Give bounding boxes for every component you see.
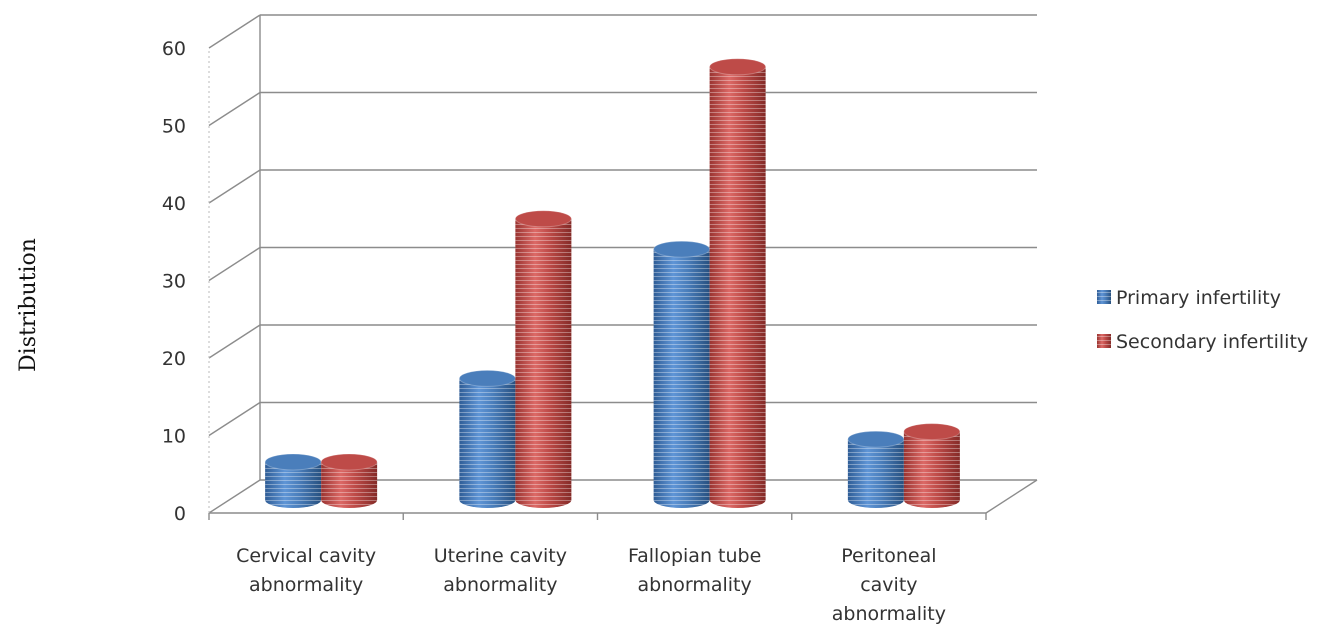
bar-top (709, 58, 767, 76)
bar-top (320, 453, 378, 471)
bar-body-texture (265, 462, 322, 508)
y-tick-label: 50 (162, 116, 186, 138)
bar-body-texture (709, 66, 766, 509)
bar-top (847, 430, 905, 448)
bar-primary-infertility (847, 430, 905, 508)
legend: Primary infertility Secondary infertility (1097, 287, 1308, 353)
x-tick-label: Peritoneal (841, 545, 936, 567)
gridline-side (208, 401, 261, 437)
x-tick-label: abnormality (637, 574, 751, 596)
gridline-side (208, 14, 261, 49)
axes (208, 15, 1038, 520)
gridline-side (208, 324, 261, 359)
x-tick-label: Uterine cavity (434, 545, 567, 567)
y-tick-label: 40 (162, 193, 186, 215)
bar-secondary-infertility (709, 58, 767, 509)
x-tick-label: abnormality (249, 574, 363, 596)
legend-swatch-texture (1097, 334, 1111, 348)
legend-label: Primary infertility (1116, 287, 1281, 309)
bar-secondary-infertility (320, 453, 378, 508)
x-tick-label: abnormality (832, 603, 946, 625)
bar-body-texture (903, 431, 960, 508)
bar-top (653, 240, 711, 258)
gridline-side (208, 479, 261, 514)
labels: 0 10 20 30 40 50 60 Cervical cavity abnormality U… (162, 38, 946, 625)
gridline-side (208, 169, 261, 204)
bar-secondary-infertility (903, 423, 961, 508)
bar-top (264, 453, 322, 471)
y-tick-label: 60 (162, 38, 186, 60)
bar-primary-infertility (458, 369, 516, 508)
x-tick-label: Cervical cavity (236, 545, 376, 567)
bar-primary-infertility (653, 240, 711, 508)
bar-body-texture (653, 249, 710, 508)
floor-side-edge (985, 479, 1038, 514)
bar-body-texture (515, 218, 572, 509)
bars (264, 58, 961, 509)
bar-top (458, 369, 516, 387)
bar-body-texture (459, 378, 516, 508)
bar-primary-infertility (264, 453, 322, 508)
grid (208, 14, 1037, 514)
legend-label: Secondary infertility (1116, 331, 1308, 353)
bar-top (903, 423, 961, 441)
bar-top (514, 210, 572, 228)
gridline-side (208, 246, 261, 282)
legend-swatch-texture (1097, 290, 1111, 304)
y-tick-label: 10 (162, 426, 186, 448)
y-tick-label: 20 (162, 348, 186, 370)
x-tick-label: Fallopian tube (628, 545, 761, 567)
bar-body-texture (321, 462, 378, 508)
bar-secondary-infertility (514, 210, 572, 509)
x-tick-label: cavity (860, 574, 917, 596)
y-axis-label: Distribution (16, 238, 41, 372)
y-tick-label: 30 (162, 271, 186, 293)
y-tick-label: 0 (174, 503, 186, 525)
bar-body-texture (847, 439, 904, 508)
x-tick-label: abnormality (443, 574, 557, 596)
gridline-side (208, 91, 261, 127)
